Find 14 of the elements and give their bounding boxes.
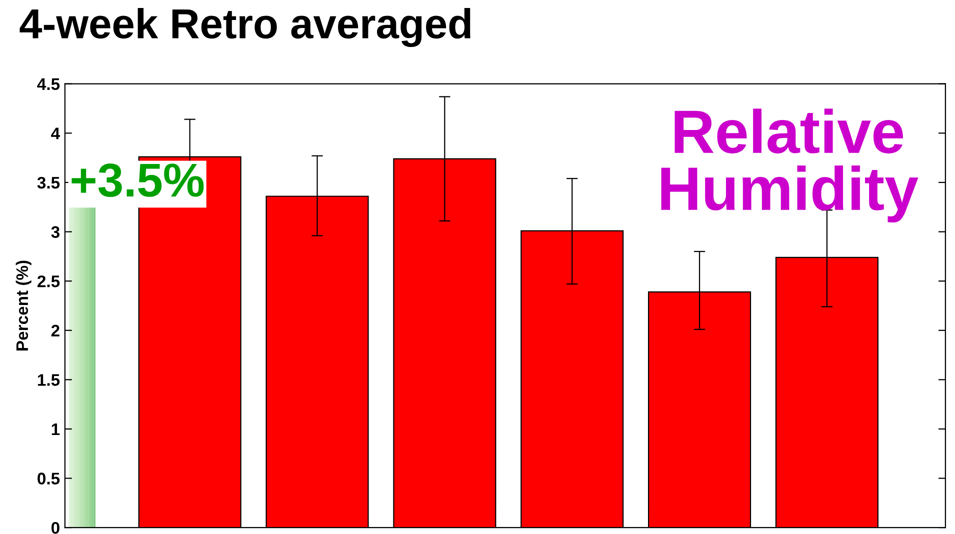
- y-tick-label: 0: [51, 522, 60, 534]
- annotation: Relative Humidity: [661, 108, 918, 223]
- y-tick-label: 3.5: [37, 176, 60, 189]
- y-tick-label: 2: [51, 324, 60, 336]
- y-tick-label: 1.5: [38, 374, 60, 386]
- annotation: +3.5%: [72, 163, 204, 197]
- y-tick-label: 1: [52, 424, 60, 436]
- y-axis-title: Percent (%): [16, 260, 32, 350]
- chart-title: 4-week Retro averaged: [20, 8, 470, 48]
- y-tick-label: 2.5: [37, 275, 60, 288]
- y-tick-label: 0.5: [38, 472, 60, 484]
- y-tick-label: 4: [51, 128, 60, 140]
- y-tick-label: 4.5: [37, 78, 60, 90]
- y-tick-label: 3: [51, 226, 60, 238]
